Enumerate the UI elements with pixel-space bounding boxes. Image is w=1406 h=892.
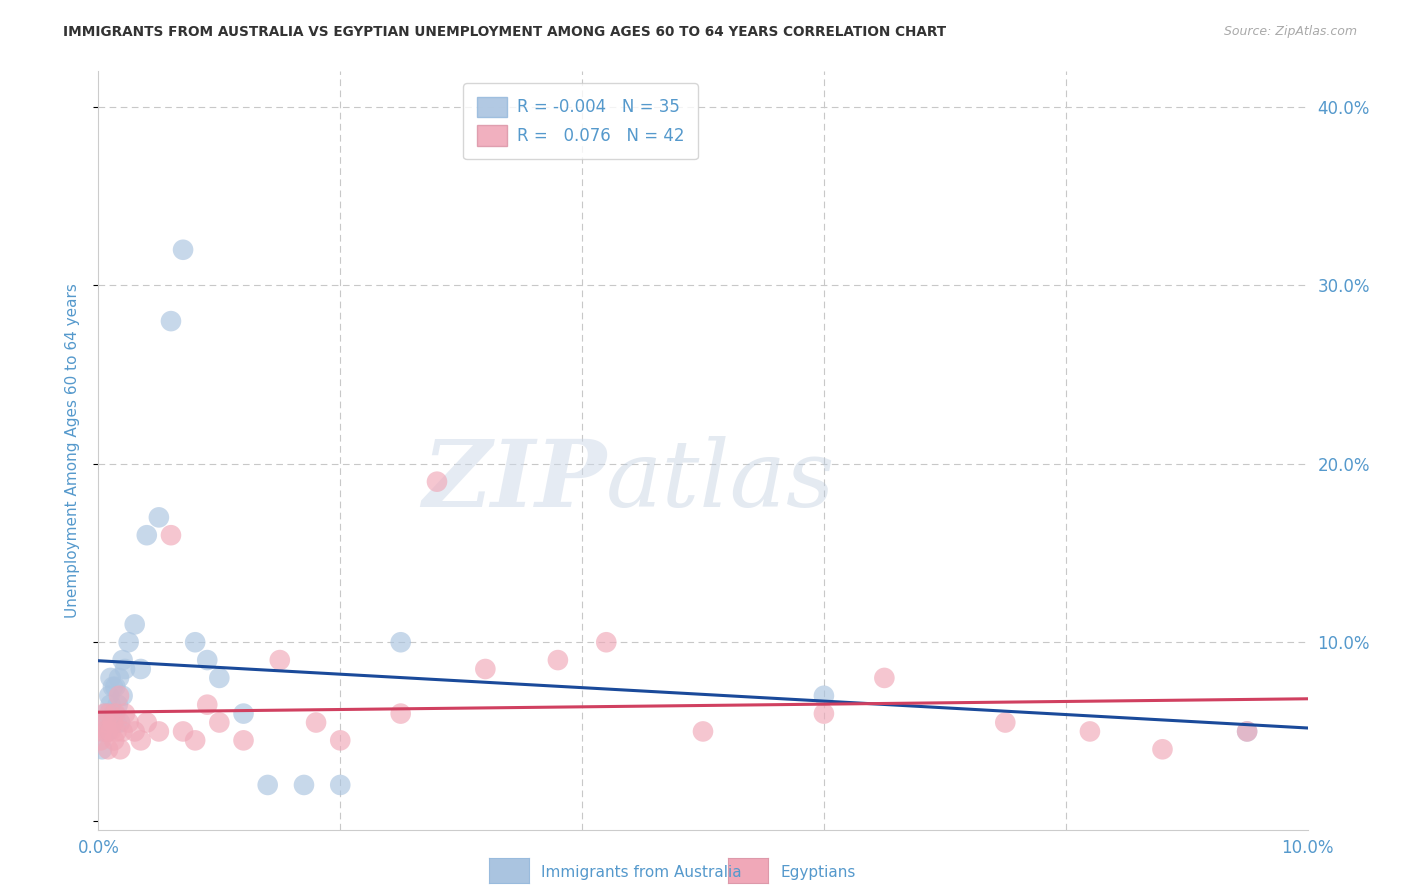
Point [96,715,118,730]
Point [101,680,124,694]
Point [118,635,141,649]
Point [1236,724,1258,739]
Point [94,715,117,730]
Point [93,706,115,721]
Point [97,742,120,756]
Point [160,314,183,328]
Point [184,635,207,649]
Point [329,778,352,792]
Point [91,742,114,756]
Y-axis label: Unemployment Among Ages 60 to 64 years: Unemployment Among Ages 60 to 64 years [65,283,80,618]
Point [873,671,896,685]
Point [195,653,218,667]
Point [91,724,114,739]
Text: ZIP: ZIP [422,436,606,525]
Point [329,733,352,747]
Point [1152,742,1174,756]
Legend: R = -0.004   N = 35, R =   0.076   N = 42: R = -0.004 N = 35, R = 0.076 N = 42 [464,84,697,159]
Point [94,706,117,721]
Text: IMMIGRANTS FROM AUSTRALIA VS EGYPTIAN UNEMPLOYMENT AMONG AGES 60 TO 64 YEARS COR: IMMIGRANTS FROM AUSTRALIA VS EGYPTIAN UN… [63,25,946,39]
Point [98,706,121,721]
Point [111,724,134,739]
Point [129,733,152,747]
Point [172,724,194,739]
Point [232,706,254,721]
Point [105,715,128,730]
Point [292,778,315,792]
Point [474,662,496,676]
Point [103,706,125,721]
Point [104,680,127,694]
Point [389,635,412,649]
Point [129,662,152,676]
Point [208,671,231,685]
Point [100,671,122,685]
Point [305,715,328,730]
Point [124,617,146,632]
Point [813,706,835,721]
Point [256,778,278,792]
Point [160,528,183,542]
Point [114,706,136,721]
Point [108,689,131,703]
Text: Egyptians: Egyptians [780,865,856,880]
Point [172,243,194,257]
Point [1078,724,1101,739]
Point [389,706,412,721]
Point [100,698,122,712]
Point [100,724,122,739]
Point [426,475,449,489]
Point [148,510,170,524]
Point [108,671,131,685]
Point [103,733,125,747]
Point [101,715,124,730]
Point [111,689,134,703]
Point [93,724,115,739]
Point [105,724,128,739]
Text: Source: ZipAtlas.com: Source: ZipAtlas.com [1223,25,1357,38]
Point [98,689,121,703]
Point [114,662,136,676]
Point [813,689,835,703]
Point [135,715,157,730]
Point [232,733,254,747]
Point [96,724,118,739]
Point [107,698,129,712]
Text: Immigrants from Australia: Immigrants from Australia [541,865,742,880]
Point [547,653,569,667]
Point [994,715,1017,730]
Point [692,724,714,739]
Point [148,724,170,739]
Point [269,653,291,667]
Point [108,715,131,730]
Point [195,698,218,712]
Point [135,528,157,542]
Point [208,715,231,730]
Point [97,724,120,739]
Point [104,706,127,721]
Point [184,733,207,747]
Point [108,742,131,756]
Point [118,715,141,730]
Text: atlas: atlas [606,436,835,525]
Point [595,635,617,649]
Point [90,733,112,747]
Point [1236,724,1258,739]
Point [124,724,146,739]
Point [111,653,134,667]
